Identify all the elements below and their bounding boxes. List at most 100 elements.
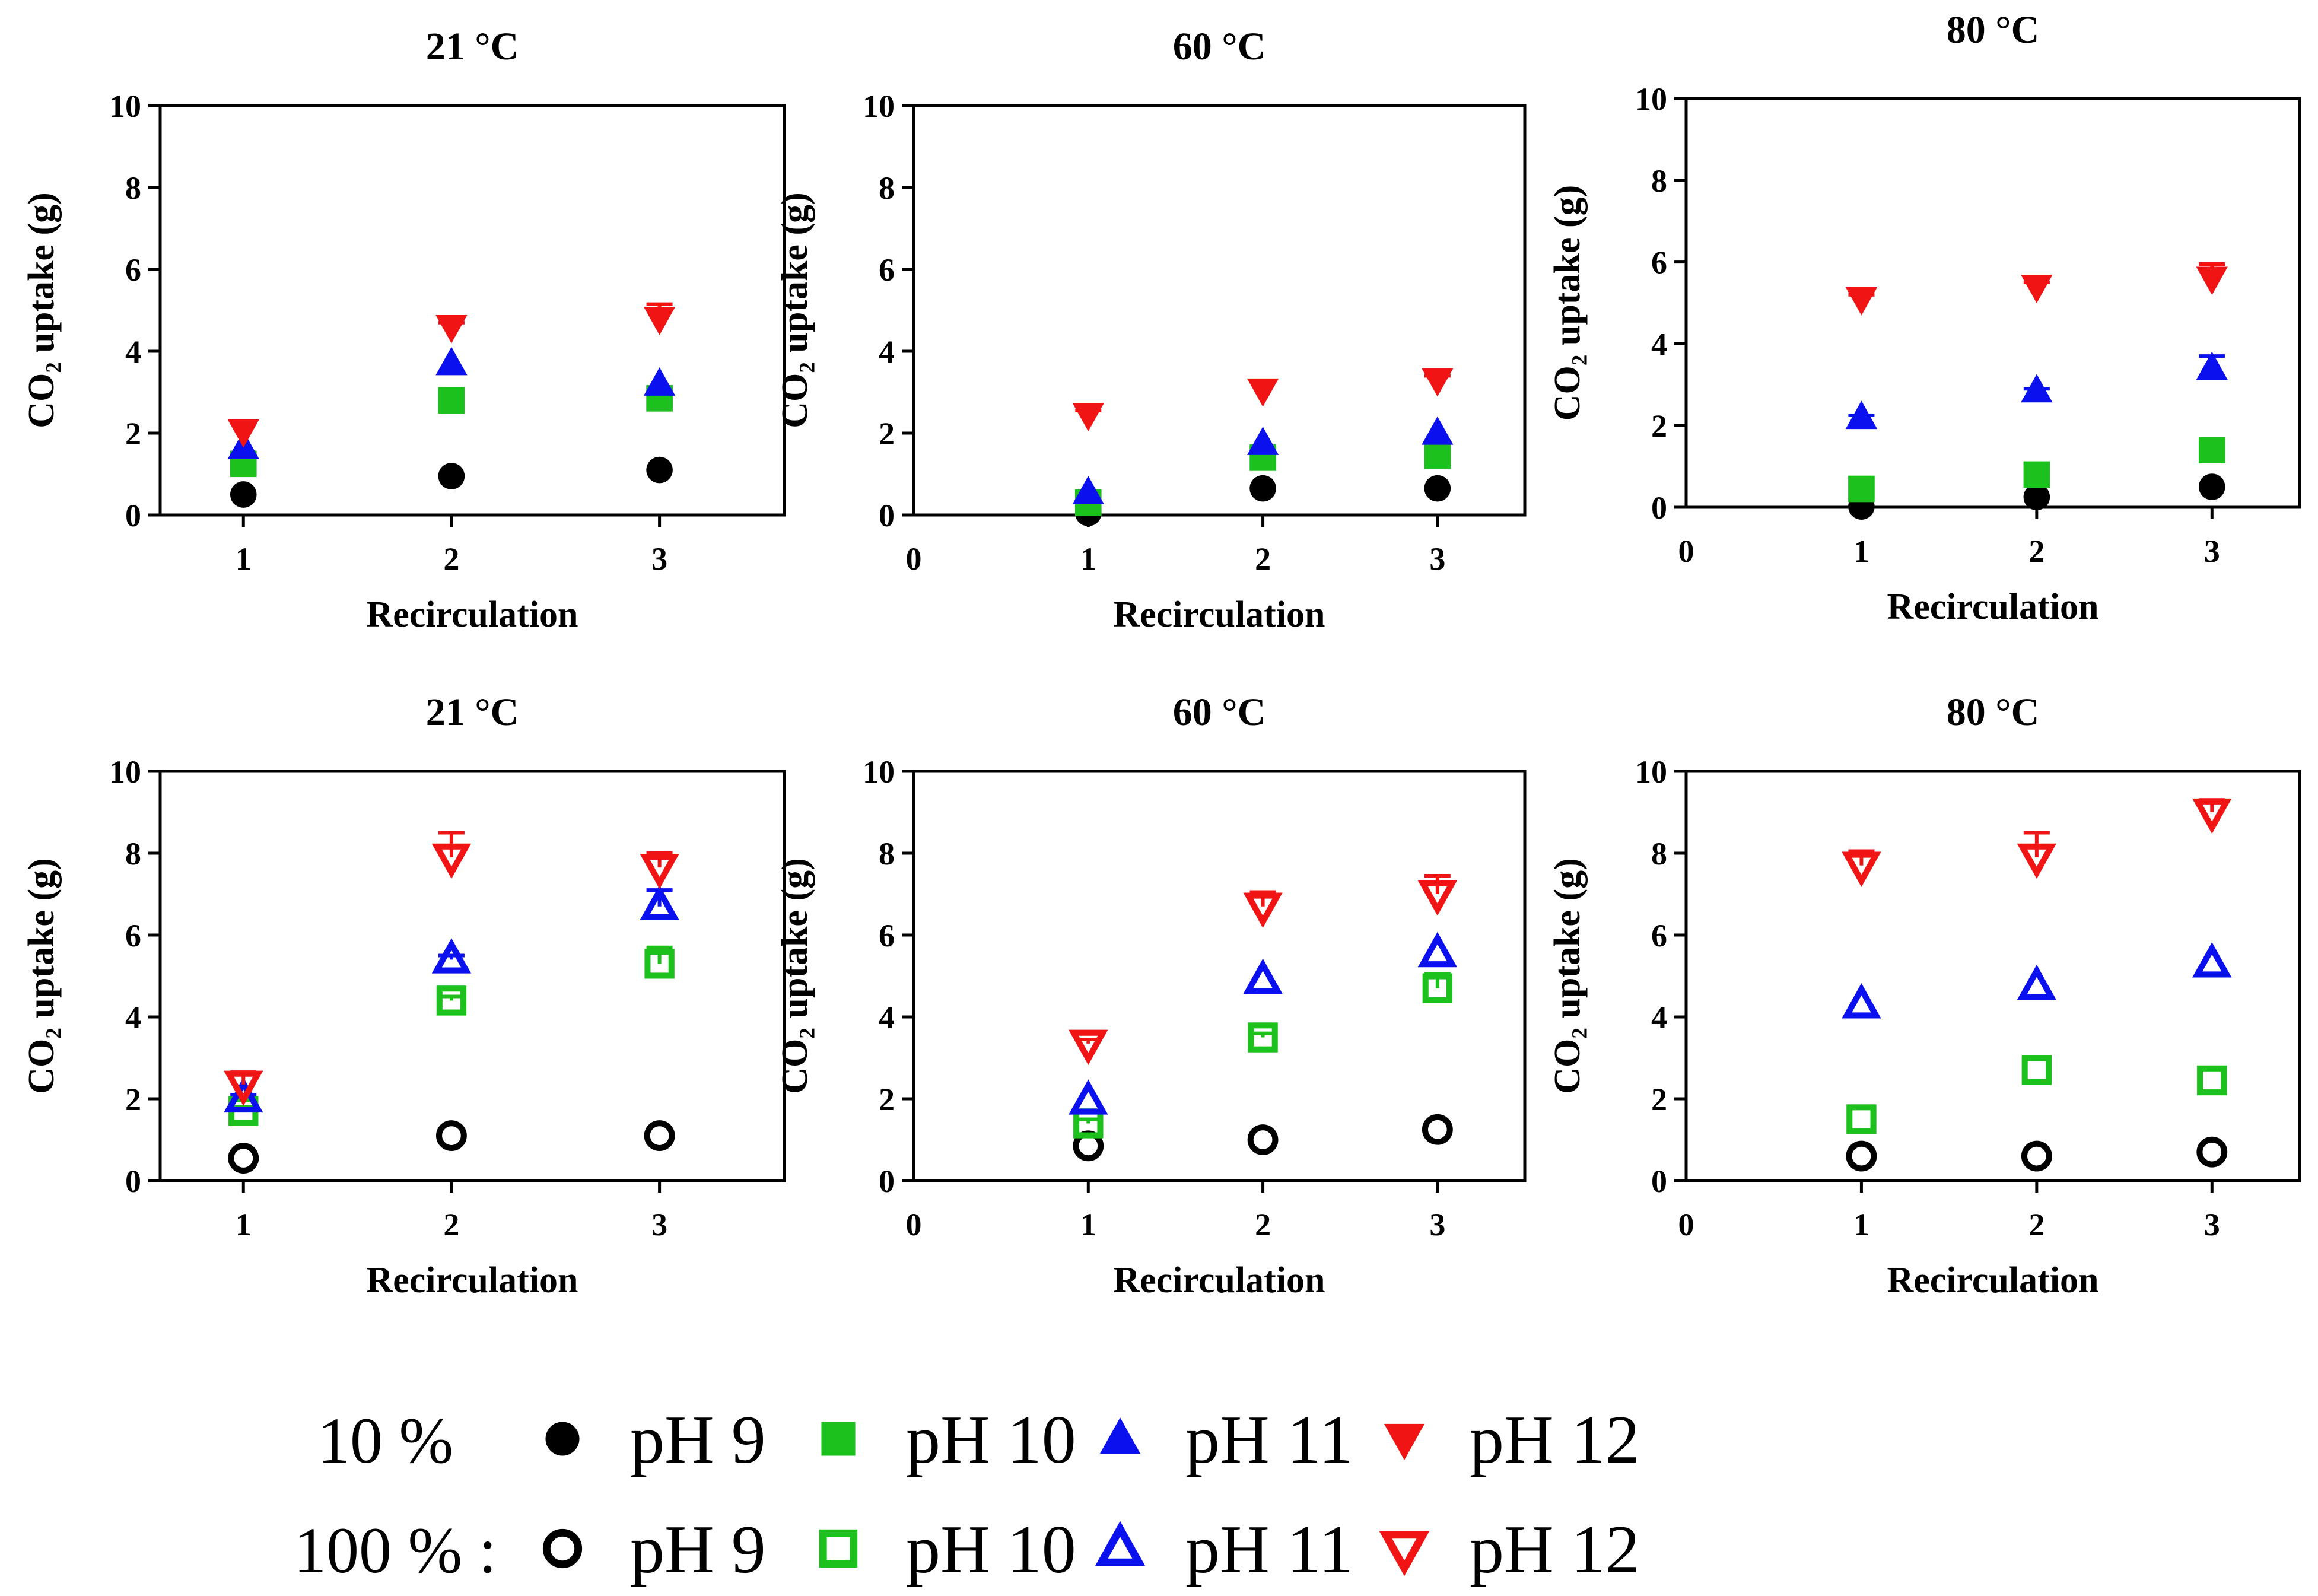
data-point: [644, 949, 675, 979]
data-point: [1846, 1104, 1877, 1134]
panel-title: 21 °C: [426, 691, 519, 734]
y-tick-label: 0: [879, 1163, 895, 1199]
y-axis-label: CO₂ uptake (g): [1547, 858, 1588, 1094]
legend-marker: [1099, 1417, 1141, 1454]
legend-marker: [545, 1422, 580, 1456]
y-tick-label: 8: [1651, 163, 1667, 199]
y-tick-label: 4: [1651, 1000, 1667, 1035]
data-point: [640, 885, 679, 920]
data-point: [224, 1077, 263, 1113]
legend-marker: [1384, 1423, 1425, 1460]
x-tick-label: 0: [906, 1207, 922, 1242]
data-point: [438, 463, 465, 489]
y-tick-label: 10: [863, 754, 895, 790]
plot-frame: [1684, 97, 2301, 509]
data-point: [2196, 266, 2228, 295]
data-point: [1848, 475, 1875, 503]
data-point: [644, 1120, 675, 1152]
y-tick-label: 8: [879, 170, 895, 206]
x-tick-label: 1: [1853, 533, 1869, 569]
y-tick-label: 6: [1651, 245, 1667, 281]
y-tick-label: 2: [879, 1082, 895, 1117]
y-tick-label: 2: [125, 416, 141, 452]
y-tick-label: 4: [1651, 326, 1667, 362]
y-tick-label: 6: [1651, 918, 1667, 953]
data-point: [1422, 368, 1454, 397]
legend-row-label: 10 %: [317, 1404, 453, 1477]
data-point: [2197, 1065, 2227, 1096]
data-point: [2021, 374, 2053, 403]
data-point: [2192, 798, 2232, 834]
data-point: [1842, 851, 1881, 887]
y-tick-label: 2: [1651, 1082, 1667, 1117]
data-point: [1247, 378, 1279, 407]
data-point: [436, 985, 467, 1016]
y-tick-label: 8: [879, 836, 895, 872]
data-point: [1069, 1079, 1108, 1115]
data-point: [438, 387, 465, 414]
data-point: [1072, 475, 1104, 504]
data-point: [1069, 1029, 1108, 1066]
chart-panel: 80 °C 0 2 4 6 8 10 0 1 2 3 Recirculation CO₂ uptake …: [1547, 8, 2301, 627]
legend-item-label: pH 9: [630, 1402, 766, 1478]
legend-marker: [1095, 1521, 1146, 1566]
y-tick-label: 4: [879, 334, 895, 370]
data-point: [230, 481, 257, 508]
x-tick-label: 2: [443, 541, 459, 577]
plot-frame: [158, 770, 786, 1182]
legend-item-label: pH 10: [906, 1402, 1076, 1478]
y-axis-label: CO₂ uptake (g): [21, 192, 62, 428]
x-tick-label: 2: [2028, 533, 2044, 569]
x-tick-label: 1: [1080, 1207, 1096, 1242]
data-point: [1243, 958, 1283, 994]
y-tick-label: 0: [1651, 490, 1667, 526]
data-point: [2023, 484, 2050, 511]
data-point: [1248, 1022, 1278, 1053]
data-point: [2017, 843, 2057, 879]
legend-item-label: pH 11: [1185, 1402, 1353, 1478]
legend-item-label: pH 11: [1185, 1512, 1353, 1588]
y-tick-label: 0: [125, 498, 141, 533]
data-point: [1424, 475, 1451, 502]
plot-frame: [912, 104, 1527, 517]
x-tick-label: 2: [443, 1207, 459, 1242]
data-point: [1422, 973, 1453, 1003]
data-point: [1846, 1140, 1877, 1172]
x-tick-label: 2: [1255, 1207, 1271, 1242]
y-tick-label: 2: [125, 1082, 141, 1117]
data-point: [2196, 351, 2228, 380]
x-tick-label: 1: [236, 1207, 252, 1242]
panel-title: 21 °C: [426, 25, 519, 68]
legend-item-label: pH 12: [1470, 1402, 1640, 1478]
legend-row-label: 100 % :: [294, 1514, 497, 1587]
y-tick-label: 10: [863, 88, 895, 124]
legend-item-label: pH 9: [630, 1512, 766, 1588]
x-tick-label: 2: [1255, 541, 1271, 577]
data-point: [2017, 964, 2057, 1000]
x-tick-label: 3: [2204, 1207, 2220, 1242]
x-tick-label: 3: [651, 1207, 667, 1242]
legend-marker: [1379, 1531, 1430, 1576]
legend: 10 % pH 9 pH 10 pH 11 pH 12 100 % : pH 9 pH 10 p…: [294, 1402, 1640, 1588]
y-tick-label: 0: [1651, 1163, 1667, 1199]
chart-panel: 60 °C 0 2 4 6 8 10 0 1 2 3 Recirculation CO₂ uptake …: [775, 691, 1527, 1301]
data-point: [643, 367, 676, 396]
data-point: [2198, 437, 2225, 463]
legend-marker: [819, 1529, 858, 1568]
legend-item-label: pH 12: [1470, 1512, 1640, 1588]
y-axis-label: CO₂ uptake (g): [21, 858, 62, 1094]
x-axis-label: Recirculation: [1113, 594, 1325, 635]
data-point: [2023, 461, 2050, 488]
y-tick-label: 4: [125, 1000, 141, 1035]
legend-item-label: pH 10: [906, 1512, 1076, 1588]
x-tick-label: 3: [651, 541, 667, 577]
y-tick-label: 0: [125, 1163, 141, 1199]
data-point: [1422, 1114, 1453, 1145]
legend-marker: [821, 1422, 856, 1456]
data-point: [228, 1143, 259, 1174]
plot-frame: [158, 104, 786, 517]
x-tick-label: 1: [1080, 541, 1096, 577]
